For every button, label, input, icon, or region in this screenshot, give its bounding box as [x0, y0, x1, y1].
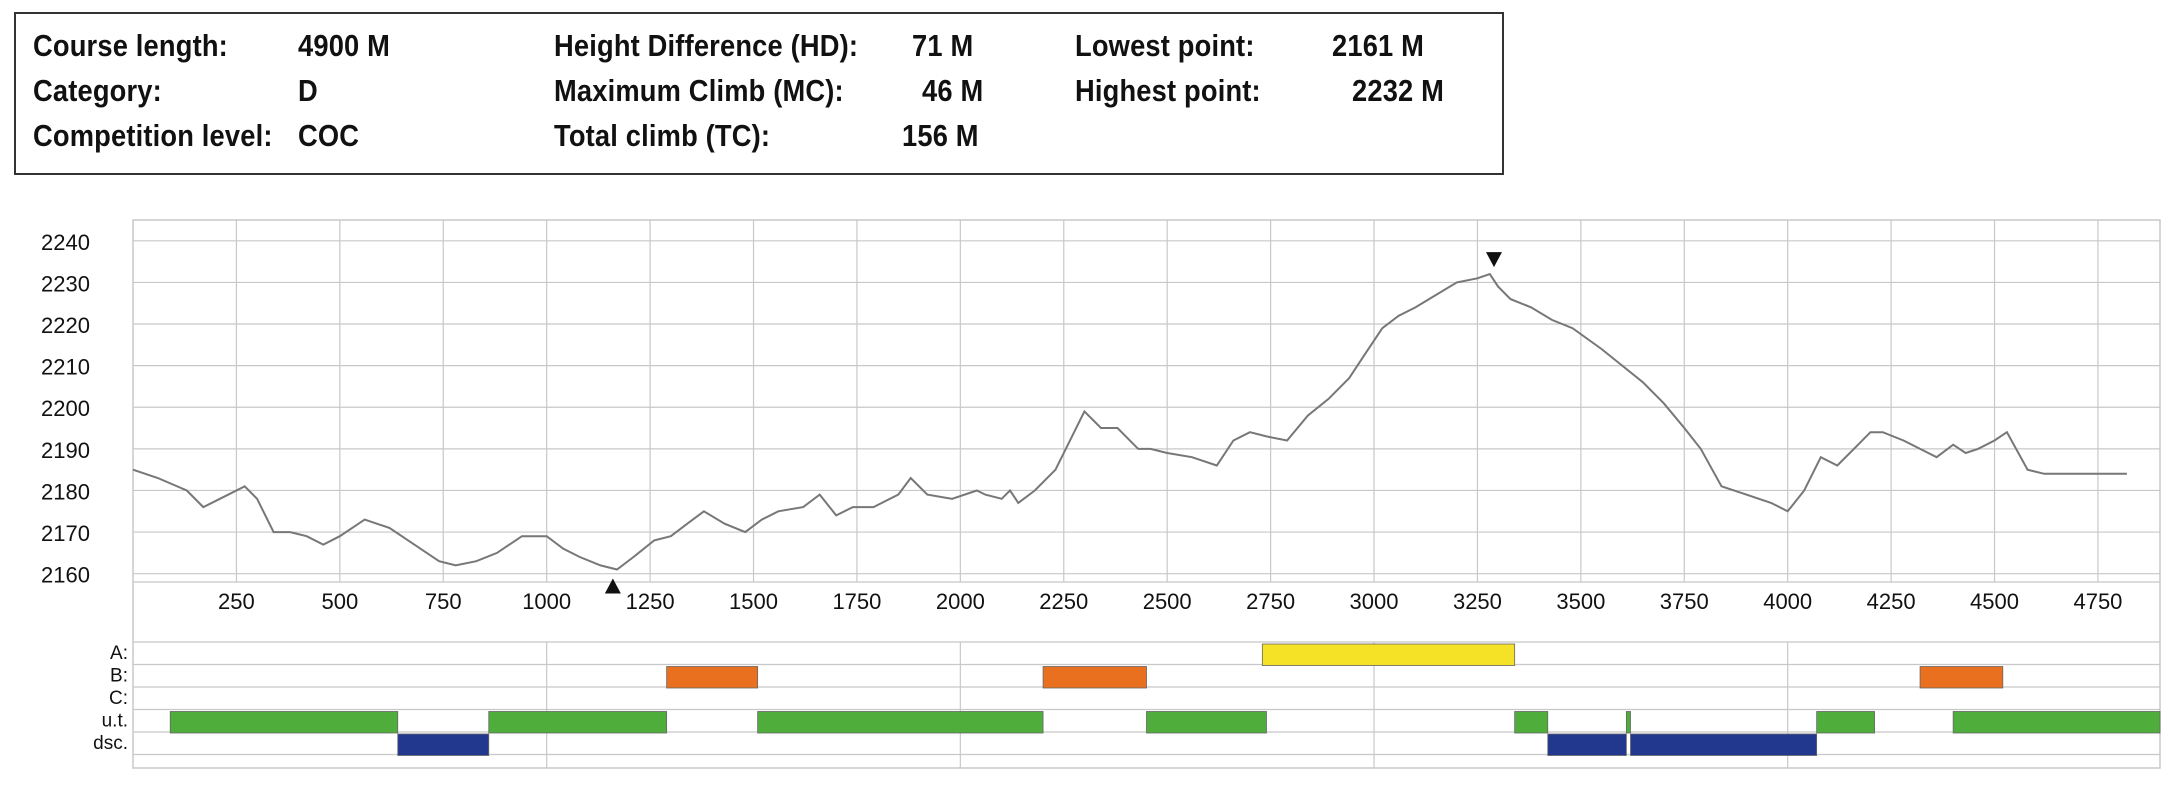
y-tick-label: 2160 — [41, 563, 90, 588]
x-tick-label: 1250 — [626, 589, 675, 614]
segment-dsc — [1630, 733, 1818, 756]
band-row-label: A: — [110, 643, 128, 664]
competition-level-value: COC — [298, 118, 360, 153]
highest-point-marker — [1485, 252, 1502, 268]
band-row-label: C: — [109, 688, 128, 709]
segment-ut — [1625, 711, 1631, 734]
x-tick-label: 1750 — [832, 589, 881, 614]
elevation-line — [132, 272, 2127, 571]
x-tick-label: 750 — [425, 589, 462, 614]
segment-B — [666, 666, 759, 689]
lowest-point-label: Lowest point: — [1075, 28, 1255, 63]
lowest-point-marker — [604, 578, 621, 594]
segment-ut — [169, 711, 399, 734]
x-tick-label: 3000 — [1350, 589, 1399, 614]
lowest-point-value: 2161 M — [1332, 28, 1425, 63]
category-value: D — [298, 73, 318, 108]
highest-point-value: 2232 M — [1352, 73, 1445, 108]
y-tick-label: 2190 — [41, 438, 90, 463]
x-tick-label: 2750 — [1246, 589, 1295, 614]
x-tick-label: 250 — [218, 589, 255, 614]
segment-ut — [1816, 711, 1875, 734]
x-tick-label: 4500 — [1970, 589, 2019, 614]
x-tick-label: 1500 — [729, 589, 778, 614]
band-row-label: B: — [110, 666, 128, 687]
x-tick-label: 500 — [321, 589, 358, 614]
segment-B — [1042, 666, 1147, 689]
segment-ut — [1146, 711, 1267, 734]
segment-ut — [1952, 711, 2161, 734]
y-tick-label: 2200 — [41, 396, 90, 421]
x-tick-label: 3750 — [1660, 589, 1709, 614]
y-tick-label: 2210 — [41, 355, 90, 380]
segment-ut — [1514, 711, 1549, 734]
x-tick-label: 4000 — [1763, 589, 1812, 614]
band-row-label: dsc. — [93, 733, 128, 754]
height-difference-value: 71 M — [912, 28, 974, 63]
category-label: Category: — [33, 73, 162, 108]
y-tick-label: 2240 — [41, 230, 90, 255]
x-tick-label: 2500 — [1143, 589, 1192, 614]
x-tick-label: 4250 — [1867, 589, 1916, 614]
competition-level-label: Competition level: — [33, 118, 273, 153]
course-stats-box — [14, 12, 1504, 175]
y-tick-label: 2180 — [41, 479, 90, 504]
x-tick-label: 1000 — [522, 589, 571, 614]
y-tick-label: 2220 — [41, 313, 90, 338]
maximum-climb-label: Maximum Climb (MC): — [554, 73, 844, 108]
segment-ut — [757, 711, 1044, 734]
segment-B — [1919, 666, 2004, 689]
x-tick-label: 2250 — [1039, 589, 1088, 614]
highest-point-label: Highest point: — [1075, 73, 1261, 108]
x-tick-label: 2000 — [936, 589, 985, 614]
segment-A — [1261, 643, 1516, 666]
plot-frame — [132, 219, 2161, 769]
y-tick-label: 2170 — [41, 521, 90, 546]
course-length-value: 4900 M — [298, 28, 391, 63]
total-climb-label: Total climb (TC): — [554, 118, 771, 153]
band-row-label: u.t. — [102, 711, 128, 732]
x-tick-label: 4750 — [2073, 589, 2122, 614]
segment-ut — [488, 711, 668, 734]
segment-dsc — [397, 733, 490, 756]
course-length-label: Course length: — [33, 28, 228, 63]
x-tick-label: 3250 — [1453, 589, 1502, 614]
segment-dsc — [1547, 733, 1627, 756]
maximum-climb-value: 46 M — [922, 73, 984, 108]
x-tick-label: 3500 — [1556, 589, 1605, 614]
y-tick-label: 2230 — [41, 271, 90, 296]
height-difference-label: Height Difference (HD): — [554, 28, 859, 63]
total-climb-value: 156 M — [902, 118, 979, 153]
